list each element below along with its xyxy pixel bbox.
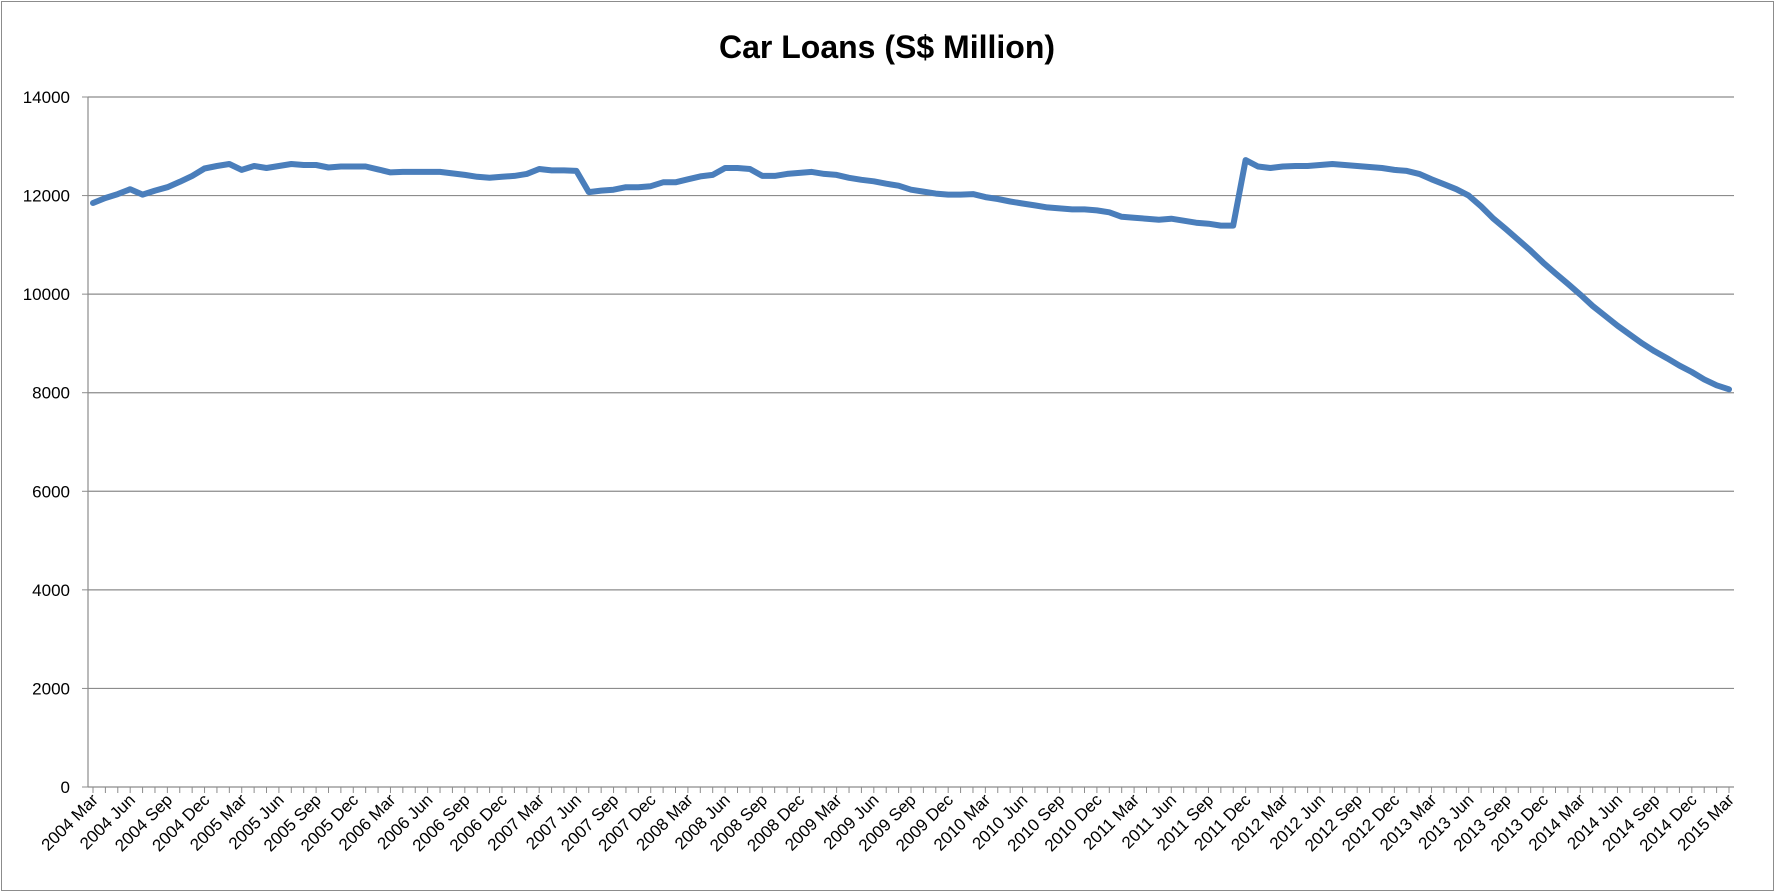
y-tick-label: 2000 xyxy=(32,679,70,698)
y-tick-label: 4000 xyxy=(32,581,70,600)
y-tick-label: 8000 xyxy=(32,384,70,403)
y-tick-label: 0 xyxy=(61,778,70,797)
series-group xyxy=(90,157,1732,393)
y-tick-label: 6000 xyxy=(32,482,70,501)
gridlines xyxy=(88,96,1734,690)
chart-title: Car Loans (S$ Million) xyxy=(719,29,1055,65)
y-tick-label: 10000 xyxy=(23,285,70,304)
series-line-car-loans xyxy=(90,157,1732,393)
y-tick-label: 12000 xyxy=(23,187,70,206)
y-tick-label: 14000 xyxy=(23,88,70,107)
y-axis-ticks: 0 2000 4000 6000 8000 10000 12000 14000 xyxy=(23,88,89,797)
